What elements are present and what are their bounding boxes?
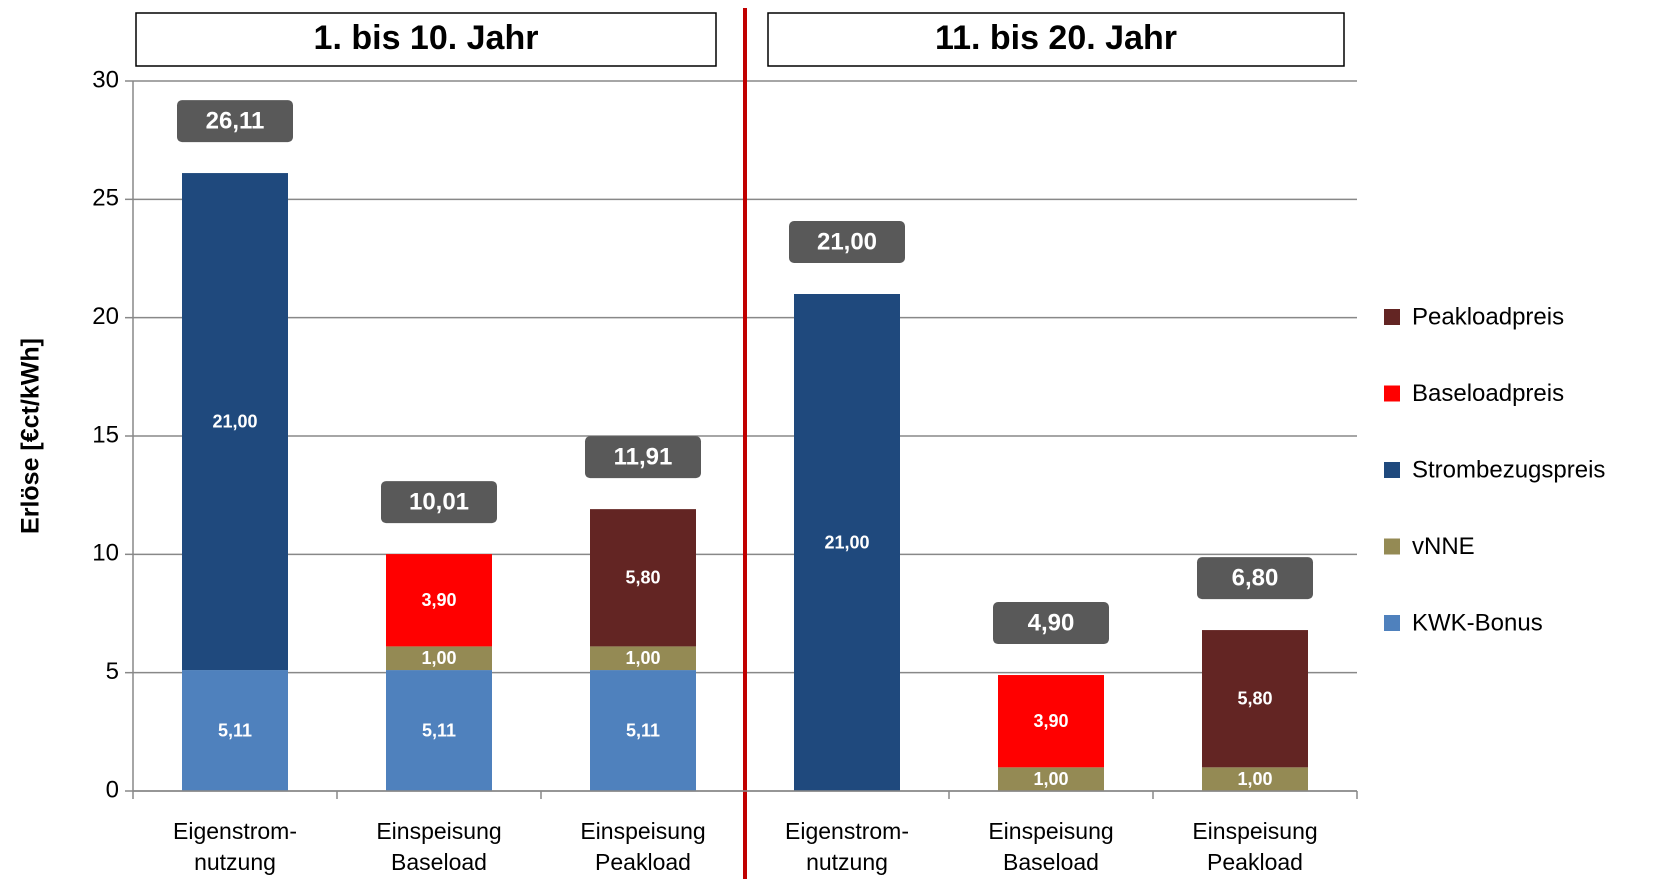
total-label: 6,80 xyxy=(1232,564,1279,591)
data-label: 5,80 xyxy=(625,568,660,588)
y-tick-label: 10 xyxy=(92,540,119,567)
total-label-box xyxy=(1197,557,1313,600)
total-label-box xyxy=(585,436,701,479)
x-tick-label: nutzung xyxy=(806,849,888,875)
bar-segment xyxy=(590,670,696,791)
legend-label: Baseloadpreis xyxy=(1412,380,1564,407)
bar-segment xyxy=(1202,767,1308,791)
x-tick-label: Einspeisung xyxy=(580,818,705,844)
bar-segment xyxy=(386,670,492,791)
legend-label: vNNE xyxy=(1412,533,1475,560)
total-label: 11,91 xyxy=(614,443,673,470)
data-label: 21,00 xyxy=(212,411,257,431)
x-tick-label: Baseload xyxy=(391,849,487,875)
group-header: 11. bis 20. Jahr xyxy=(935,19,1177,57)
x-tick-label: Peakload xyxy=(1207,849,1303,875)
bar-segment xyxy=(998,767,1104,791)
bar-segment xyxy=(794,294,900,791)
bar-segment xyxy=(182,670,288,791)
data-label: 3,90 xyxy=(421,590,456,610)
data-label: 5,11 xyxy=(626,720,660,740)
data-label: 21,00 xyxy=(824,532,869,552)
data-label: 5,11 xyxy=(218,720,252,740)
data-label: 5,11 xyxy=(422,720,456,740)
bar-segment xyxy=(1202,630,1308,768)
bar-segment xyxy=(182,173,288,671)
x-tick-label: Peakload xyxy=(595,849,691,875)
bar-segment xyxy=(386,554,492,647)
x-tick-label: Eigenstrom- xyxy=(173,818,297,844)
bar-segment xyxy=(590,509,696,647)
data-label: 3,90 xyxy=(1033,711,1068,731)
y-tick-label: 15 xyxy=(92,421,119,448)
legend-swatch xyxy=(1384,385,1400,402)
y-tick-label: 25 xyxy=(92,185,119,212)
data-label: 1,00 xyxy=(1033,769,1068,789)
legend-label: KWK-Bonus xyxy=(1412,609,1543,636)
legend-label: Peakloadpreis xyxy=(1412,303,1564,330)
group-header-box xyxy=(767,12,1345,67)
y-tick-label: 5 xyxy=(106,658,119,685)
total-label: 10,01 xyxy=(409,488,469,515)
total-label: 21,00 xyxy=(817,228,877,255)
total-label-box xyxy=(993,602,1109,645)
x-tick-label: Einspeisung xyxy=(988,818,1113,844)
x-tick-label: nutzung xyxy=(194,849,276,875)
bar-segment xyxy=(998,675,1104,768)
legend-swatch xyxy=(1384,538,1400,555)
group-header: 1. bis 10. Jahr xyxy=(314,19,539,57)
legend-label: Strombezugspreis xyxy=(1412,456,1605,483)
y-tick-label: 30 xyxy=(92,66,119,93)
total-label: 4,90 xyxy=(1028,609,1075,636)
bar-segment xyxy=(590,646,696,671)
legend-swatch xyxy=(1384,462,1400,478)
total-label-box xyxy=(381,481,497,524)
x-tick-label: Baseload xyxy=(1003,849,1099,875)
data-label: 1,00 xyxy=(1237,769,1272,789)
total-label: 26,11 xyxy=(206,107,265,134)
total-label-box xyxy=(789,221,905,263)
total-label-box xyxy=(177,100,293,143)
legend-swatch xyxy=(1384,309,1400,325)
x-tick-label: Eigenstrom- xyxy=(785,818,909,844)
x-tick-label: Einspeisung xyxy=(376,818,501,844)
bar-segment xyxy=(386,646,492,671)
data-label: 1,00 xyxy=(421,648,456,668)
x-tick-label: Einspeisung xyxy=(1192,818,1317,844)
y-tick-label: 20 xyxy=(92,303,119,330)
data-label: 5,80 xyxy=(1237,688,1272,708)
data-label: 1,00 xyxy=(625,648,660,668)
y-axis-label: Erlöse [€ct/kWh] xyxy=(17,338,45,534)
legend-swatch xyxy=(1384,615,1400,631)
group-header-box xyxy=(135,12,717,67)
y-tick-label: 0 xyxy=(106,776,119,803)
